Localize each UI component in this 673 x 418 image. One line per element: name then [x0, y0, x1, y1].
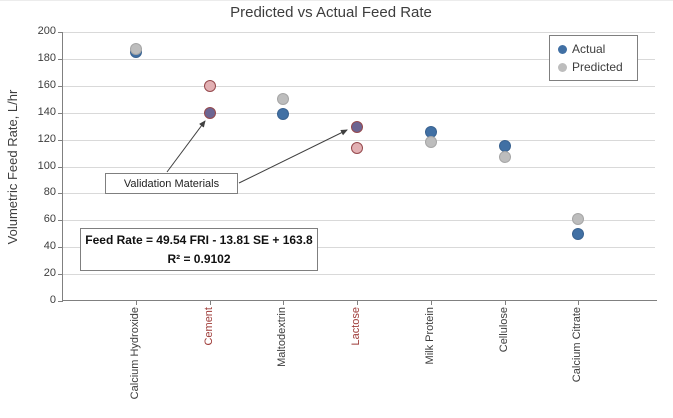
y-axis-tick [58, 85, 63, 87]
y-tick-label: 120 [37, 132, 56, 145]
gridline [63, 220, 655, 222]
y-tick-label: 180 [37, 51, 56, 64]
point-predicted-calcium-hydroxide [130, 43, 142, 56]
arrow-to-lactose-point [238, 129, 348, 184]
y-axis-tick [58, 139, 63, 141]
gridline [63, 139, 655, 141]
x-axis-tick [504, 301, 506, 305]
y-tick-label: 0 [49, 294, 56, 306]
gridline [63, 32, 655, 33]
point-predicted-calcium-citrate [572, 212, 585, 225]
gridline [63, 85, 655, 87]
legend-dot-actual [558, 44, 567, 54]
point-actual-lactose [351, 121, 364, 134]
y-axis-tick [58, 274, 63, 276]
y-axis-tick [58, 193, 63, 195]
point-predicted-cement [203, 79, 216, 92]
y-axis-tick [58, 166, 63, 168]
y-axis-line [62, 32, 63, 301]
y-axis-tick [58, 220, 63, 222]
equation-line2: R² = 0.9102 [167, 251, 231, 266]
y-tick-label: 140 [37, 105, 56, 118]
x-axis-tick [357, 301, 359, 305]
y-tick-label: 100 [37, 159, 56, 172]
y-tick-label: 200 [37, 25, 56, 37]
legend-entry-predicted: Predicted [558, 58, 637, 76]
x-label-cellulose: Cellulose [497, 307, 510, 353]
x-label-milk-protein: Milk Protein [423, 307, 436, 365]
chart-title: Predicted vs Actual Feed Rate [230, 4, 432, 21]
point-actual-maltodextrin [277, 108, 290, 121]
y-axis-tick [58, 112, 63, 114]
equation-callout: Feed Rate = 49.54 FRI - 13.81 SE + 163.8… [80, 228, 318, 271]
point-actual-cement [203, 106, 216, 119]
point-actual-calcium-citrate [572, 227, 585, 240]
x-label-calcium-hydroxide: Calcium Hydroxide [129, 307, 141, 400]
legend: Actual Predicted [549, 35, 638, 81]
x-label-lactose: Lactose [350, 307, 363, 346]
gridline [63, 193, 655, 195]
legend-entry-actual: Actual [558, 40, 637, 58]
x-axis-tick [430, 301, 432, 305]
gridline [63, 166, 655, 168]
validation-materials-callout: Validation Materials [105, 173, 238, 194]
x-axis-tick [283, 301, 285, 305]
legend-label-predicted: Predicted [572, 60, 623, 74]
legend-label-actual: Actual [572, 42, 606, 56]
point-predicted-cellulose [498, 151, 511, 164]
x-axis-tick [209, 301, 211, 305]
x-axis-tick [136, 301, 137, 305]
x-label-calcium-citrate: Calcium Citrate [571, 307, 584, 383]
arrow-to-cement-point [166, 120, 206, 173]
point-predicted-maltodextrin [277, 93, 290, 106]
y-axis-title: Volumetric Feed Rate, L/hr [5, 89, 20, 245]
y-tick-label: 80 [43, 186, 56, 199]
equation-line1: Feed Rate = 49.54 FRI - 13.81 SE + 163.8 [85, 232, 313, 247]
point-predicted-lactose [351, 141, 364, 154]
y-tick-label: 40 [43, 240, 56, 253]
gridline [63, 274, 655, 276]
y-axis-tick [58, 58, 63, 60]
gridline [63, 247, 655, 249]
y-tick-label: 60 [43, 213, 56, 226]
y-tick-label: 160 [37, 78, 56, 91]
y-axis-tick [58, 247, 63, 249]
y-tick-label: 20 [43, 267, 56, 280]
y-axis-tick [58, 301, 63, 302]
point-predicted-milk-protein [424, 136, 437, 149]
x-label-maltodextrin: Maltodextrin [276, 307, 289, 367]
legend-dot-predicted [558, 62, 567, 72]
x-axis-tick [578, 301, 580, 305]
gridline [63, 112, 655, 114]
x-label-cement: Cement [202, 307, 215, 346]
x-axis-line [62, 300, 657, 301]
y-axis-tick [58, 32, 63, 33]
gridline [63, 58, 655, 60]
